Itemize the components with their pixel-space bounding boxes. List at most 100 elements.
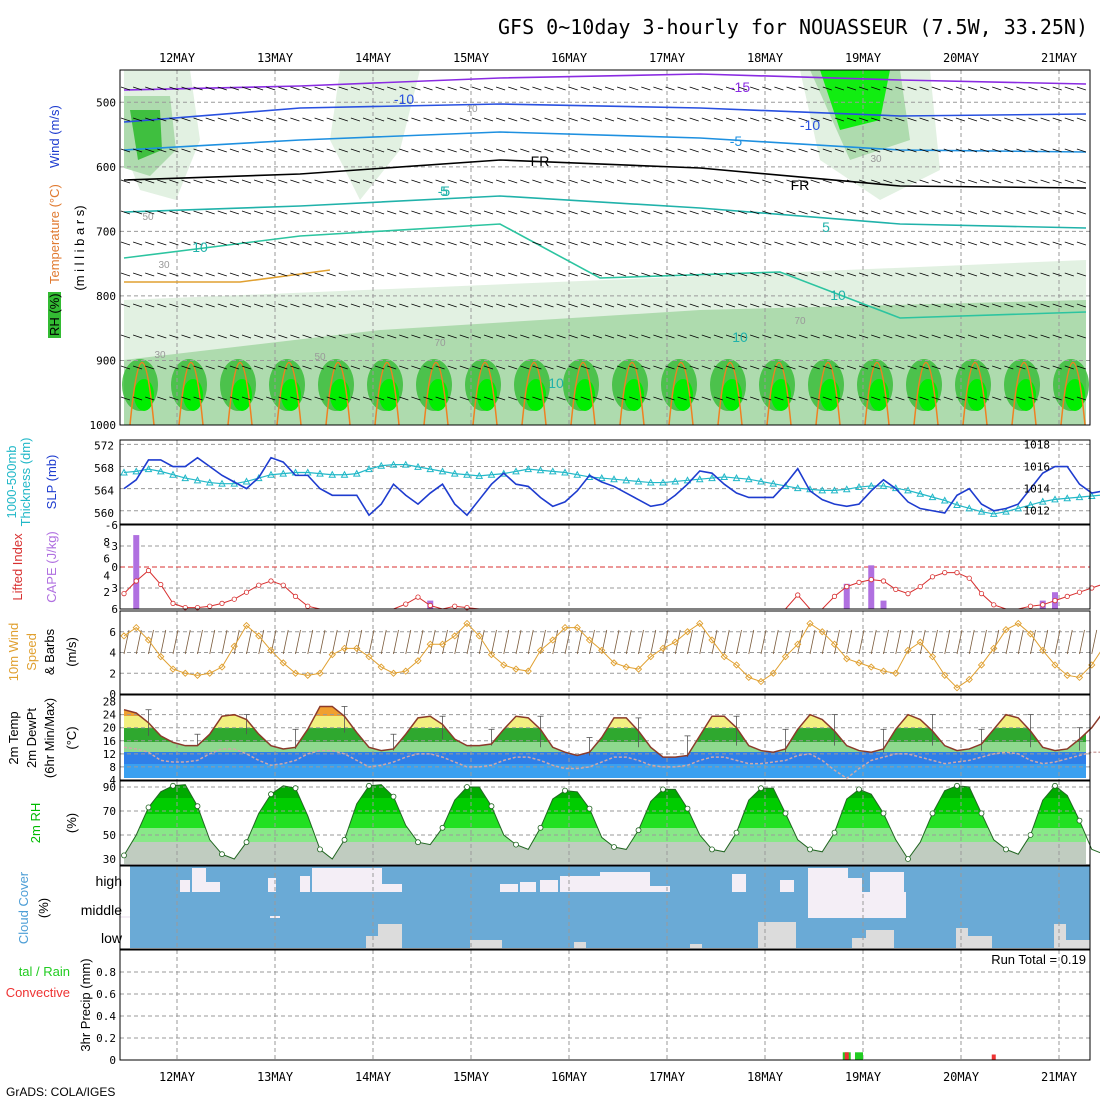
barb <box>568 148 578 153</box>
barb <box>411 272 421 277</box>
barb <box>713 86 724 91</box>
barb <box>846 334 857 339</box>
barb <box>629 241 639 246</box>
barb <box>157 272 167 277</box>
wind10-point <box>781 653 790 661</box>
wind10-barb <box>809 629 816 655</box>
wind10-point <box>426 640 434 648</box>
barb <box>326 334 336 339</box>
wind10-point <box>720 653 728 661</box>
barb <box>266 334 276 339</box>
barb <box>520 117 530 122</box>
barb <box>665 86 675 91</box>
barb <box>629 303 639 308</box>
bottom-date-13may: 13MAY <box>257 1070 294 1084</box>
barb <box>798 86 808 91</box>
barb <box>834 396 845 401</box>
barb <box>411 210 421 215</box>
barb <box>447 365 457 370</box>
slp-line <box>123 456 1100 517</box>
lifted-index-point <box>305 603 311 609</box>
barb <box>1016 148 1026 153</box>
barb <box>471 303 482 308</box>
barb <box>762 334 772 339</box>
barb <box>483 303 494 308</box>
wind10-barb <box>650 629 657 655</box>
lifted-index-point <box>929 574 936 580</box>
precip-label-bottom: Convective <box>6 985 70 1000</box>
barb <box>871 334 881 339</box>
lifted-index-point <box>292 593 299 600</box>
barb <box>604 303 615 308</box>
barb <box>871 272 881 277</box>
barb <box>423 241 433 246</box>
wind10-barb <box>601 629 608 655</box>
wind10-point <box>255 632 263 640</box>
barb <box>241 179 252 184</box>
barb <box>689 303 699 308</box>
barb <box>665 365 675 370</box>
barb <box>943 365 953 370</box>
cloud-block-high <box>206 882 220 892</box>
barb <box>629 272 639 277</box>
wind10-point <box>696 619 704 628</box>
barb <box>665 241 675 246</box>
barb <box>556 148 566 153</box>
cloud-block-high <box>808 868 848 892</box>
bottom-date-14may: 14MAY <box>355 1070 392 1084</box>
wind10-barb <box>968 629 975 655</box>
thickness-point <box>757 477 765 485</box>
barb <box>871 396 881 401</box>
cloud-block-high <box>312 868 382 892</box>
thickness-point <box>267 470 275 478</box>
barb <box>132 117 143 122</box>
barb <box>822 241 832 246</box>
barb <box>508 365 518 370</box>
barb <box>556 396 566 401</box>
barb <box>919 148 929 153</box>
ytick-0: 0 <box>109 1054 116 1067</box>
barb <box>145 334 155 339</box>
barb <box>955 272 966 277</box>
wind10-barb <box>246 629 252 655</box>
wind10-barb <box>209 629 216 655</box>
barb <box>435 148 445 153</box>
ytick-0.6: 0.6 <box>96 988 116 1001</box>
barb <box>217 365 227 370</box>
barb <box>193 396 203 401</box>
barb <box>495 272 506 277</box>
barb <box>858 303 869 308</box>
wind10-point <box>745 673 753 682</box>
barb <box>774 365 784 370</box>
barb <box>508 303 518 308</box>
isotherm-6 <box>124 269 331 283</box>
barb <box>471 272 482 277</box>
ytick-1016: 1016 <box>1024 461 1051 474</box>
rh-point <box>194 803 201 810</box>
thickness-point <box>1014 504 1023 512</box>
cape-label: CAPE (J/kg) <box>44 531 59 603</box>
barb <box>314 179 324 184</box>
barb <box>471 241 482 246</box>
barb <box>217 241 227 246</box>
thickness-point <box>548 467 557 475</box>
barb <box>556 303 566 308</box>
rh-point <box>684 805 691 812</box>
rh-point <box>758 785 764 792</box>
top-date-12may: 12MAY <box>159 51 196 65</box>
barb <box>641 86 651 91</box>
barb <box>544 117 554 122</box>
barb <box>193 210 203 215</box>
barb <box>834 272 845 277</box>
barb <box>725 210 736 215</box>
wind10-barb <box>846 629 853 655</box>
wind10-point <box>475 632 483 640</box>
rh-point <box>611 844 617 850</box>
wind10-barb <box>527 629 534 655</box>
barb <box>1040 148 1050 153</box>
barb <box>459 148 469 153</box>
barb <box>580 210 590 215</box>
top-date-labels: 12MAY 13MAY 14MAY 15MAY 16MAY 17MAY 18MAY 19MAY… <box>159 51 1078 65</box>
barb <box>120 303 131 308</box>
barb <box>229 396 240 401</box>
